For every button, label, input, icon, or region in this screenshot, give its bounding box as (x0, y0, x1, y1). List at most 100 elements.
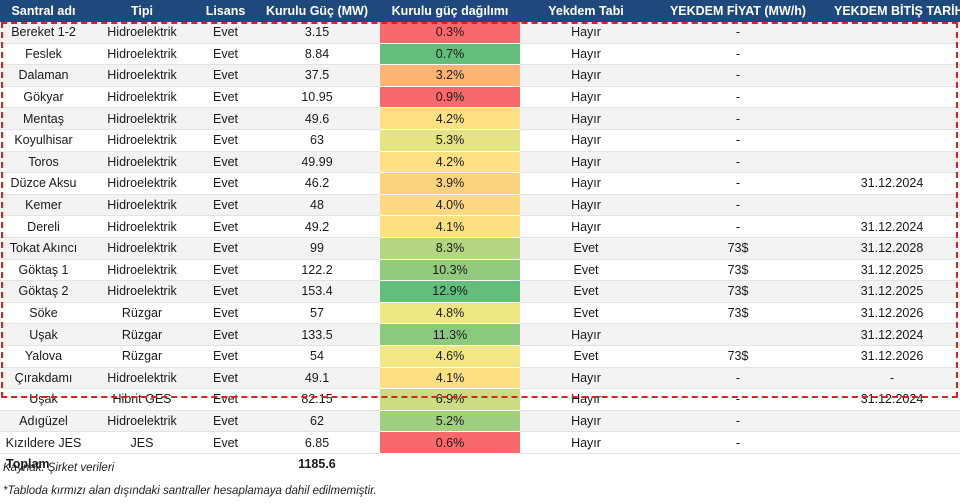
type-cell: Hidroelektrik (87, 237, 197, 260)
power-cell: 133.5 (254, 323, 380, 346)
total-empty (520, 452, 652, 474)
header-license: Lisans (197, 0, 254, 22)
power-share-cell: 4.1% (380, 367, 520, 390)
yekdem-cell: Hayır (520, 107, 652, 130)
table-row: Kemer Hidroelektrik Evet 48 4.0% Hayır - (0, 194, 960, 217)
power-share-cell: 6.9% (380, 388, 520, 411)
yekdem-price-cell: - (652, 410, 824, 433)
yekdem-end-date-cell: 31.12.2028 (824, 237, 960, 260)
power-cell: 10.95 (254, 86, 380, 109)
yekdem-end-date-cell (824, 431, 960, 454)
total-power: 1185.6 (254, 452, 380, 474)
plant-name-cell: Koyulhisar (0, 129, 87, 152)
yekdem-end-date-cell (824, 194, 960, 217)
license-cell: Evet (197, 215, 254, 238)
yekdem-price-cell: 73$ (652, 345, 824, 368)
plant-name-cell: Yalova (0, 345, 87, 368)
yekdem-price-cell: - (652, 172, 824, 195)
plant-name-cell: Gökyar (0, 86, 87, 109)
table-row: Söke Rüzgar Evet 57 4.8% Evet 73$ 31.12.2026 (0, 302, 960, 325)
yekdem-cell: Hayır (520, 431, 652, 454)
license-cell: Evet (197, 302, 254, 325)
type-cell: Hidroelektrik (87, 86, 197, 109)
license-cell: Evet (197, 259, 254, 282)
type-cell: Rüzgar (87, 345, 197, 368)
power-share-cell: 0.7% (380, 43, 520, 66)
yekdem-price-cell: - (652, 22, 824, 44)
header-type: Tipi (87, 0, 197, 22)
license-cell: Evet (197, 172, 254, 195)
license-cell: Evet (197, 43, 254, 66)
yekdem-cell: Hayır (520, 22, 652, 44)
table-row: Koyulhisar Hidroelektrik Evet 63 5.3% Hayır - (0, 129, 960, 152)
license-cell: Evet (197, 237, 254, 260)
header-yekdem: Yekdem Tabi (520, 0, 652, 22)
yekdem-price-cell: - (652, 194, 824, 217)
table-row: Dereli Hidroelektrik Evet 49.2 4.1% Hayır -31.… (0, 215, 960, 238)
type-cell: JES (87, 431, 197, 454)
power-share-cell: 0.3% (380, 22, 520, 44)
type-cell: Hidroelektrik (87, 367, 197, 390)
plant-name-cell: Dalaman (0, 64, 87, 87)
table-body: Bereket 1-2 Hidroelektrik Evet 3.15 0.3% Hayı… (0, 22, 960, 454)
yekdem-cell: Evet (520, 280, 652, 303)
power-cell: 8.84 (254, 43, 380, 66)
yekdem-price-cell: - (652, 43, 824, 66)
license-cell: Evet (197, 64, 254, 87)
type-cell: Hidroelektrik (87, 172, 197, 195)
table-row: Uşak Hibrit GES Evet 82.15 6.9% Hayır -31.12.2… (0, 388, 960, 411)
plant-name-cell: Çırakdamı (0, 367, 87, 390)
license-cell: Evet (197, 86, 254, 109)
plant-name-cell: Bereket 1-2 (0, 22, 87, 44)
table-row: Göktaş 1 Hidroelektrik Evet 122.2 10.3% Evet 7… (0, 259, 960, 282)
table-row: Düzce Aksu Hidroelektrik Evet 46.2 3.9% Hayır… (0, 172, 960, 195)
yekdem-cell: Hayır (520, 172, 652, 195)
yekdem-end-date-cell (824, 151, 960, 174)
plant-name-cell: Kemer (0, 194, 87, 217)
power-share-cell: 0.9% (380, 86, 520, 109)
type-cell: Hidroelektrik (87, 22, 197, 44)
license-cell: Evet (197, 22, 254, 44)
plant-name-cell: Feslek (0, 43, 87, 66)
yekdem-end-date-cell: 31.12.2025 (824, 259, 960, 282)
total-empty (652, 452, 824, 474)
power-share-cell: 4.0% (380, 194, 520, 217)
power-cell: 49.99 (254, 151, 380, 174)
yekdem-price-cell: - (652, 129, 824, 152)
table-row: Göktaş 2 Hidroelektrik Evet 153.4 12.9% Evet 7… (0, 280, 960, 303)
power-cell: 62 (254, 410, 380, 433)
plant-name-cell: Söke (0, 302, 87, 325)
power-cell: 6.85 (254, 431, 380, 454)
plant-name-cell: Uşak (0, 323, 87, 346)
power-share-cell: 4.6% (380, 345, 520, 368)
table-row: Adıgüzel Hidroelektrik Evet 62 5.2% Hayır - (0, 410, 960, 433)
yekdem-end-date-cell: - (824, 367, 960, 390)
plant-name-cell: Uşak (0, 388, 87, 411)
plant-name-cell: Dereli (0, 215, 87, 238)
footnote: *Tabloda kırmızı alan dışındaki santrall… (3, 485, 377, 497)
power-cell: 3.15 (254, 22, 380, 44)
plant-name-cell: Düzce Aksu (0, 172, 87, 195)
power-cell: 99 (254, 237, 380, 260)
yekdem-cell: Hayır (520, 151, 652, 174)
yekdem-price-cell: 73$ (652, 237, 824, 260)
yekdem-price-cell: - (652, 64, 824, 87)
type-cell: Hidroelektrik (87, 280, 197, 303)
yekdem-cell: Hayır (520, 194, 652, 217)
power-share-cell: 10.3% (380, 259, 520, 282)
table-row: Uşak Rüzgar Evet 133.5 11.3% Hayır 31.12.2024 (0, 323, 960, 346)
power-cell: 46.2 (254, 172, 380, 195)
header-yekdem-price: YEKDEM FİYAT (MW/h) (652, 0, 824, 22)
yekdem-end-date-cell: 31.12.2024 (824, 172, 960, 195)
type-cell: Hidroelektrik (87, 107, 197, 130)
power-cell: 49.6 (254, 107, 380, 130)
yekdem-end-date-cell: 31.12.2025 (824, 280, 960, 303)
yekdem-cell: Evet (520, 259, 652, 282)
type-cell: Rüzgar (87, 302, 197, 325)
yekdem-price-cell (652, 323, 824, 346)
type-cell: Rüzgar (87, 323, 197, 346)
plant-name-cell: Toros (0, 151, 87, 174)
power-share-cell: 5.2% (380, 410, 520, 433)
table-row: Feslek Hidroelektrik Evet 8.84 0.7% Hayır - (0, 43, 960, 66)
license-cell: Evet (197, 280, 254, 303)
